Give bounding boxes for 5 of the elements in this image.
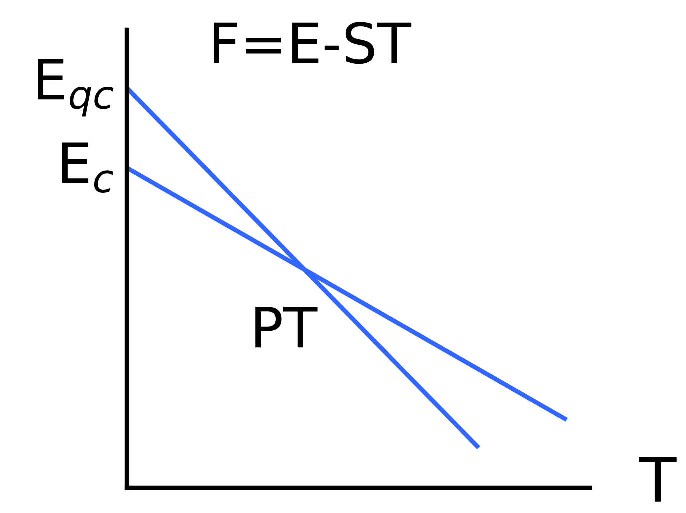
text: E$_{c}$ (62, 142, 114, 193)
x-axis-title: T (639, 457, 677, 502)
chart-title: F=E-ST (214, 22, 412, 64)
text: E$_{qc}$ (38, 59, 114, 117)
annotation: PT (256, 307, 318, 348)
